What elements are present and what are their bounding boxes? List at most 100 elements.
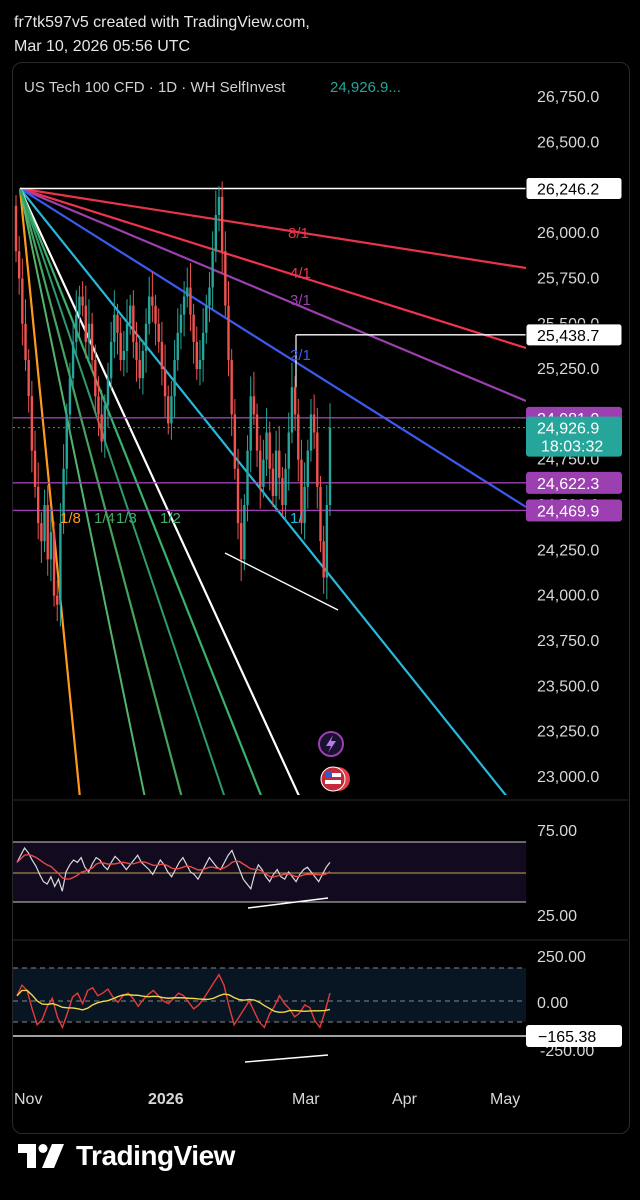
main-plot: 8/1 4/1 3/1 2/1 1/8 1/4 1/3 1/2 1/ — [13, 181, 526, 795]
candle-body — [189, 287, 192, 315]
y-tick-label: 26,750.0 — [537, 89, 599, 106]
flash-event-icon-bolt — [326, 735, 336, 753]
candle-body — [262, 459, 265, 487]
candle-body — [30, 396, 34, 451]
chart-timestamp: Mar 10, 2026 05:56 UTC — [14, 38, 191, 55]
candle-body — [138, 360, 141, 379]
price-tag-label: 25,438.7 — [537, 328, 599, 345]
tradingview-wordmark: TradingView — [76, 1140, 235, 1171]
candle-body — [43, 505, 46, 542]
candle-body — [157, 323, 160, 342]
candle-body — [33, 450, 37, 487]
candle-body — [182, 296, 186, 315]
chart-title-price: 24,926.9... — [330, 79, 401, 96]
candle-body — [239, 523, 243, 560]
candle-body — [306, 450, 309, 487]
us-flag-canton — [325, 771, 332, 777]
y-tick-label: 26,500.0 — [537, 135, 599, 152]
candle-body — [14, 205, 18, 252]
gann-fan-line — [19, 187, 526, 350]
candle-body — [97, 396, 100, 415]
candle-body — [151, 296, 154, 306]
price-tag-label: 24,622.3 — [537, 476, 599, 493]
candle-body — [271, 468, 275, 496]
price-tag — [525, 323, 623, 347]
candle-body — [211, 251, 214, 288]
rsi-divergence-line — [247, 897, 329, 909]
candle-body — [274, 450, 278, 496]
candle-body — [192, 314, 195, 342]
candle-body — [116, 314, 119, 333]
y-tick-label: 23,750.0 — [537, 633, 599, 650]
candle-body — [49, 532, 53, 560]
gann-label: 3/1 — [290, 292, 311, 309]
candle-body — [293, 387, 297, 415]
candle-body — [37, 486, 40, 524]
candle-body — [148, 296, 151, 324]
gann-fan-line — [18, 188, 183, 795]
gann-fan-line — [19, 188, 226, 795]
candle-body — [46, 505, 49, 560]
candle-body — [297, 414, 300, 460]
candle-body — [154, 305, 157, 324]
candle-body — [268, 432, 271, 469]
cci-tick-label: 250.00 — [537, 949, 586, 966]
candle-body — [106, 378, 110, 406]
candle-body — [322, 541, 325, 578]
gann-label: 8/1 — [288, 225, 309, 242]
candle-body — [119, 332, 122, 360]
gann-fan-line — [18, 188, 81, 795]
gann-fan-line — [18, 188, 262, 795]
candle-body — [84, 305, 87, 342]
y-tick-label: 23,000.0 — [537, 769, 599, 786]
cci-value-label: −165.38 — [538, 1029, 596, 1046]
rsi-band — [13, 842, 526, 902]
candle-body — [217, 196, 221, 215]
cci-divergence-line — [244, 1054, 329, 1063]
tradingview-logo[interactable]: TradingView — [18, 1140, 235, 1172]
candle-body — [255, 414, 259, 451]
y-tick-label: 24,000.0 — [537, 588, 599, 605]
x-tick-label: Apr — [392, 1091, 418, 1108]
y-tick-label: 24,250.0 — [537, 542, 599, 559]
cci-value-tag — [526, 1025, 622, 1047]
candle-body — [103, 405, 107, 442]
candle-body — [243, 505, 246, 560]
y-tick-label: 23,250.0 — [537, 724, 599, 741]
us-flag-stripe — [325, 773, 341, 777]
cci-signal-line — [16, 989, 331, 1013]
chart-title: US Tech 100 CFD · 1D · WH SelfInvest — [24, 79, 286, 96]
candle-body — [24, 323, 27, 360]
us-flag-stripe — [325, 780, 341, 784]
candle-body — [230, 360, 233, 415]
gann-label: 1/8 — [60, 510, 81, 527]
price-tag — [526, 471, 622, 494]
candle-body — [325, 505, 329, 578]
gann-label: 1/4 — [94, 510, 115, 527]
candle-body — [290, 387, 294, 433]
candle-body — [135, 341, 138, 360]
candle-body — [100, 414, 103, 442]
candle-body — [132, 305, 135, 342]
chart-author-line: fr7tk597v5 created with TradingView.com, — [14, 14, 310, 31]
candle-body — [227, 305, 230, 360]
candle-body — [113, 314, 116, 342]
tradingview-logo-icon — [18, 1144, 64, 1168]
candle-body — [224, 251, 227, 306]
y-tick-label: 23,500.0 — [537, 678, 599, 695]
y-tick-label: 25,250.0 — [537, 361, 599, 378]
candle-body — [259, 450, 262, 487]
y-tick-label: 25,750.0 — [537, 270, 599, 287]
candle-body — [62, 468, 65, 524]
us-flag-event-icon — [320, 766, 346, 792]
candle-body — [252, 396, 256, 415]
gann-label: 1/2 — [160, 510, 181, 527]
candle-body — [78, 296, 81, 315]
candle-body — [195, 341, 198, 370]
candle-body — [278, 450, 281, 478]
gann-fan-line — [19, 187, 526, 508]
candle-body — [265, 432, 268, 460]
price-tag-label: 24,926.9 — [537, 421, 599, 438]
candle-body — [122, 350, 126, 360]
